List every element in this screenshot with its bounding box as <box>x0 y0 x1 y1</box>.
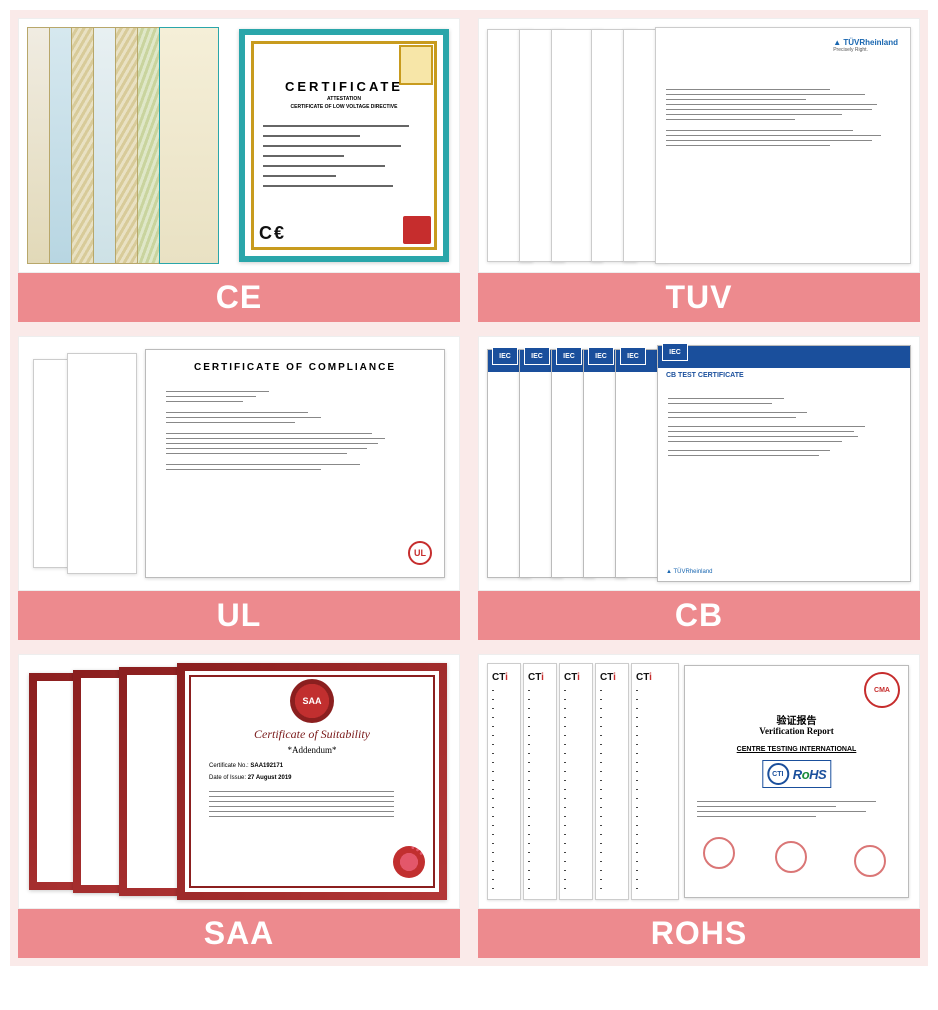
ce-main-certificate: CERTIFICATE ATTESTATION CERTIFICATE OF L… <box>239 29 449 262</box>
rohs-body-lines <box>697 801 896 821</box>
cell-cb: IEC IEC IEC IEC IEC IEC CB TEST CERTIFIC… <box>478 336 920 640</box>
cb-body-lines <box>668 398 900 460</box>
rohs-word-icon: RoHS <box>793 767 826 782</box>
label-tuv: TUV <box>478 273 920 322</box>
cell-ul: CERTIFICATE OF COMPLIANCE UL <box>18 336 460 640</box>
saa-rosette-icon <box>393 846 425 878</box>
cb-main-doc: IEC CB TEST CERTIFICATE ▲ TÜVRheinland <box>657 345 911 582</box>
cti-tab-icon: CTi <box>636 672 652 683</box>
cert-saa-image: SAA Certificate of Suitability *Addendum… <box>18 654 460 909</box>
cti-tab-icon: CTi <box>528 672 544 683</box>
ce-subtitle-1: ATTESTATION <box>245 96 443 102</box>
rohs-logos: CTI RoHS <box>762 760 831 788</box>
cti-tab-icon: CTi <box>492 672 508 683</box>
tuv-main-doc: TÜVRheinland Precisely Right. <box>655 27 911 264</box>
tuv-logo-icon: TÜVRheinland Precisely Right. <box>833 38 898 53</box>
cell-ce: CERTIFICATE ATTESTATION CERTIFICATE OF L… <box>18 18 460 322</box>
saa-title: Certificate of Suitability <box>185 727 439 742</box>
cti-tab-icon: CTi <box>600 672 616 683</box>
cti-thin-doc: CTi <box>559 663 593 900</box>
cell-tuv: TÜVRheinland Precisely Right. <box>478 18 920 322</box>
certificates-grid: CERTIFICATE ATTESTATION CERTIFICATE OF L… <box>10 10 928 966</box>
saa-seal-icon: SAA <box>290 679 334 723</box>
cell-saa: SAA Certificate of Suitability *Addendum… <box>18 654 460 958</box>
udem-red-seal-icon <box>403 216 431 244</box>
tuv-footer-logo: ▲ TÜVRheinland <box>666 569 713 575</box>
cert-rohs-image: CTi CTi CTi CTi CTi CM <box>478 654 920 909</box>
ul-title: CERTIFICATE OF COMPLIANCE <box>146 362 444 373</box>
rohs-title-cn: 验证报告 <box>685 712 908 727</box>
label-ce: CE <box>18 273 460 322</box>
saa-date: Date of Issue: 27 August 2019 <box>209 775 292 781</box>
cti-circle-icon: CTI <box>767 763 789 785</box>
red-stamp-icon <box>703 837 735 869</box>
cma-seal-icon: CMA <box>864 672 900 708</box>
iec-badge-icon: IEC <box>662 343 688 361</box>
ul-main-certificate: CERTIFICATE OF COMPLIANCE UL <box>145 349 445 578</box>
ce-back-page <box>159 27 219 264</box>
ce-subtitle-2: CERTIFICATE OF LOW VOLTAGE DIRECTIVE <box>245 104 443 110</box>
ce-title: CERTIFICATE <box>245 79 443 94</box>
cb-title: CB TEST CERTIFICATE <box>666 372 744 379</box>
label-cb: CB <box>478 591 920 640</box>
rohs-main-certificate: CMA 验证报告 Verification Report CENTRE TEST… <box>684 665 909 898</box>
cti-thin-doc: CTi <box>595 663 629 900</box>
cti-thin-doc: CTi <box>487 663 521 900</box>
cti-tab-icon: CTi <box>564 672 580 683</box>
saa-addendum: *Addendum* <box>185 745 439 755</box>
saa-cert-no: Certificate No.: SAA192171 <box>209 763 283 769</box>
cb-header-bar <box>658 346 910 368</box>
ce-heading: CERTIFICATE ATTESTATION CERTIFICATE OF L… <box>245 79 443 110</box>
ul-back-doc <box>67 353 137 574</box>
tuv-body-lines <box>666 89 900 150</box>
red-stamp-icon <box>775 841 807 873</box>
ul-mark-icon: UL <box>408 541 432 565</box>
label-rohs: ROHS <box>478 909 920 958</box>
cert-cb-image: IEC IEC IEC IEC IEC IEC CB TEST CERTIFIC… <box>478 336 920 591</box>
red-stamp-icon <box>854 845 886 877</box>
cell-rohs: CTi CTi CTi CTi CTi CM <box>478 654 920 958</box>
cti-thin-doc: CTi <box>631 663 679 900</box>
label-saa: SAA <box>18 909 460 958</box>
rohs-cti-bar: CENTRE TESTING INTERNATIONAL <box>699 746 894 753</box>
ul-body-lines <box>166 391 424 474</box>
cert-ul-image: CERTIFICATE OF COMPLIANCE UL <box>18 336 460 591</box>
saa-main-certificate: SAA Certificate of Suitability *Addendum… <box>177 663 447 900</box>
ce-mark-icon: C€ <box>259 223 286 244</box>
cert-tuv-image: TÜVRheinland Precisely Right. <box>478 18 920 273</box>
saa-body-lines <box>209 791 415 821</box>
rohs-title-en: Verification Report <box>685 726 908 736</box>
cti-thin-doc: CTi <box>523 663 557 900</box>
cert-ce-image: CERTIFICATE ATTESTATION CERTIFICATE OF L… <box>18 18 460 273</box>
label-ul: UL <box>18 591 460 640</box>
ce-body-lines <box>263 125 425 195</box>
